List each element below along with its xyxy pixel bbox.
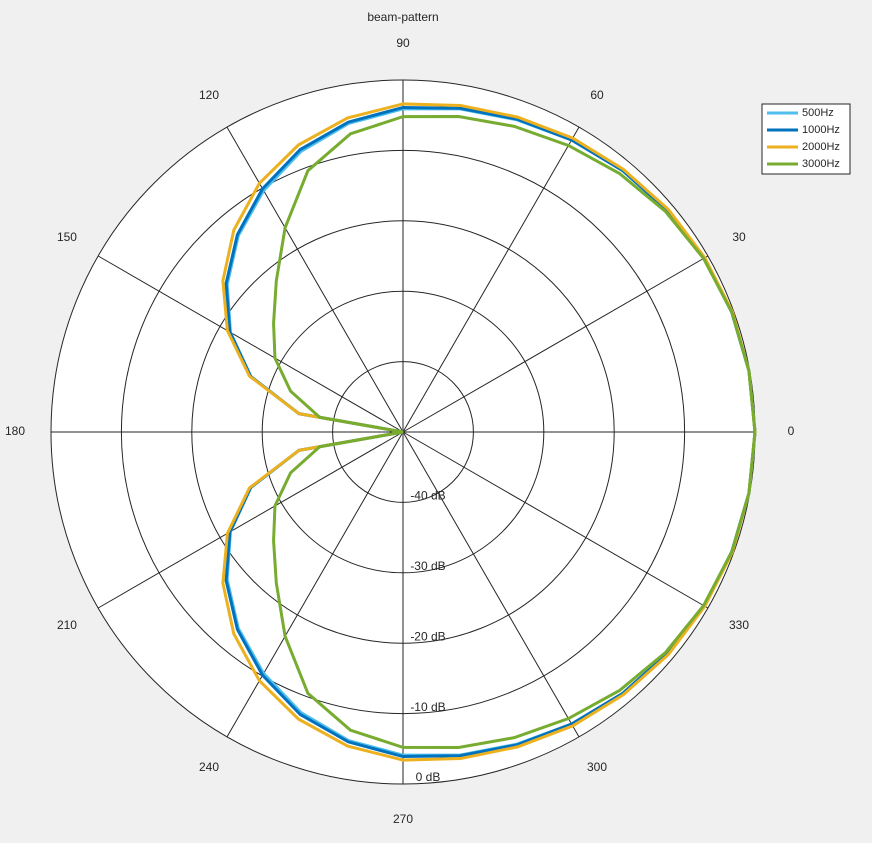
theta-tick-label: 270 (393, 812, 413, 826)
chart-title: beam-pattern (367, 10, 438, 24)
legend-label: 1000Hz (802, 124, 840, 136)
theta-tick-label: 150 (57, 230, 77, 244)
grid-spoke (402, 431, 580, 738)
legend-label: 3000Hz (802, 158, 840, 170)
r-tick-label: -30 dB (410, 559, 445, 573)
theta-tick-label: 60 (590, 88, 604, 102)
grid-spoke (402, 431, 709, 609)
theta-tick-label: 30 (732, 230, 746, 244)
grid-spoke (226, 431, 404, 738)
grid-spoke (97, 431, 404, 609)
r-tick-label: -40 dB (410, 489, 445, 503)
theta-tick-label: 330 (729, 618, 749, 632)
theta-tick-label: 180 (5, 424, 25, 438)
grid-spoke (226, 126, 404, 433)
grid-spoke (97, 255, 404, 433)
r-tick-label: -20 dB (410, 629, 445, 643)
theta-tick-label: 90 (396, 36, 410, 50)
legend-label: 500Hz (802, 107, 834, 119)
theta-tick-label: 0 (788, 424, 795, 438)
theta-tick-label: 120 (199, 88, 219, 102)
grid-spoke (402, 255, 709, 433)
theta-tick-label: 240 (199, 760, 219, 774)
grid-spoke (402, 126, 580, 433)
theta-tick-label: 300 (587, 760, 607, 774)
theta-tick-label: 210 (57, 618, 77, 632)
legend-label: 2000Hz (802, 141, 840, 153)
series-line (272, 115, 757, 749)
r-tick-label: 0 dB (416, 770, 441, 784)
legend-box (761, 103, 851, 175)
r-tick-label: -10 dB (410, 700, 445, 714)
